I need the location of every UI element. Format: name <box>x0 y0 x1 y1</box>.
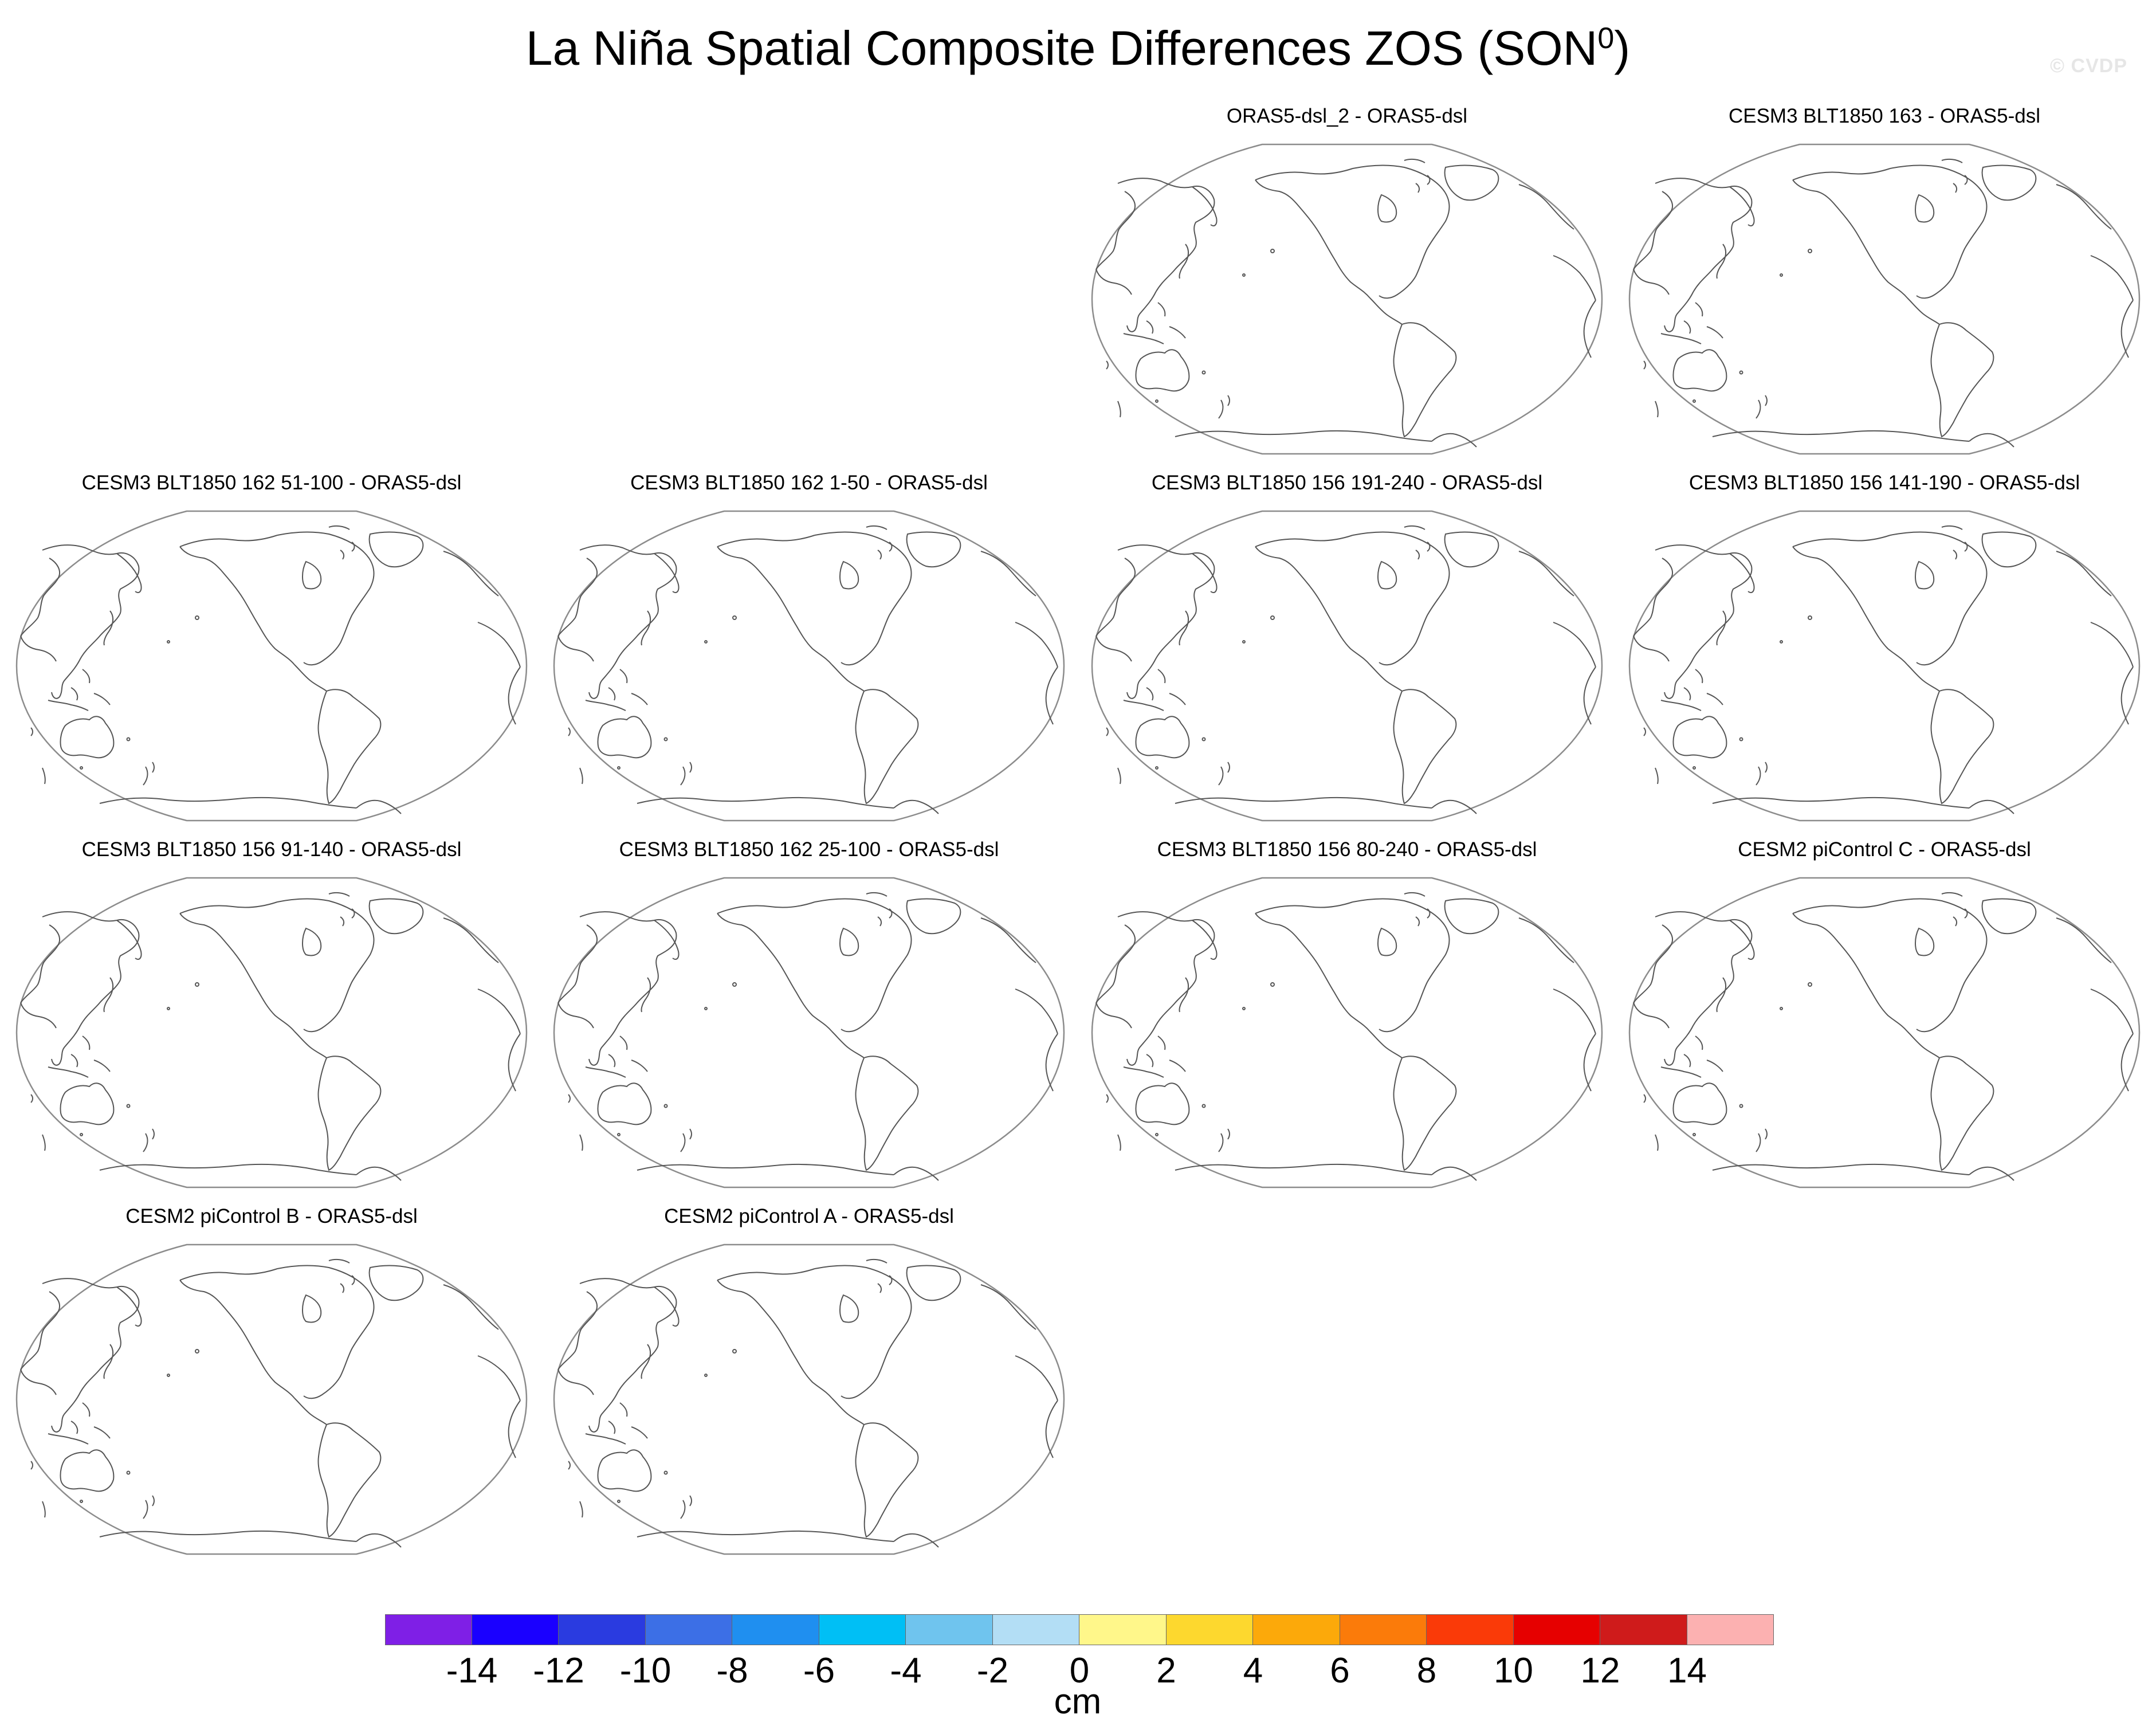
world-map <box>553 1243 1065 1555</box>
map-panel: CESM3 BLT1850 156 80-240 - ORAS5-dsl <box>1083 838 1611 1193</box>
panel-title: CESM2 piControl C - ORAS5-dsl <box>1738 838 2031 861</box>
colorbar-swatch <box>645 1614 732 1645</box>
panel-title: CESM3 BLT1850 156 91-140 - ORAS5-dsl <box>81 838 462 861</box>
map-panel: CESM3 BLT1850 156 141-190 - ORAS5-dsl <box>1621 471 2148 826</box>
world-map <box>1091 143 1603 455</box>
panel-title: CESM3 BLT1850 156 141-190 - ORAS5-dsl <box>1688 472 2080 494</box>
colorbar-tick-label: -2 <box>976 1651 1009 1690</box>
map-panel: CESM3 BLT1850 163 - ORAS5-dsl <box>1621 104 2148 460</box>
colorbar-tick-label: -8 <box>716 1651 748 1690</box>
world-map <box>1628 143 2141 455</box>
world-map <box>1628 510 2141 822</box>
figure-title: La Niña Spatial Composite Differences ZO… <box>525 21 1631 75</box>
cvdp-watermark: © CVDP <box>2050 55 2127 77</box>
panel-title: CESM3 BLT1850 156 191-240 - ORAS5-dsl <box>1151 472 1543 494</box>
world-map <box>15 1243 528 1555</box>
map-panel: CESM3 BLT1850 162 25-100 - ORAS5-dsl <box>545 838 1073 1193</box>
colorbar-swatch <box>1079 1614 1167 1645</box>
colorbar-tick-label: 0 <box>1069 1651 1090 1690</box>
panel-title: CESM3 BLT1850 162 1-50 - ORAS5-dsl <box>630 472 988 494</box>
world-map <box>15 877 528 1188</box>
colorbar-swatch <box>732 1614 819 1645</box>
map-panel: ORAS5-dsl_2 - ORAS5-dsl <box>1083 104 1611 460</box>
colorbar-swatch <box>1427 1614 1514 1645</box>
colorbar-swatch <box>906 1614 993 1645</box>
world-map <box>553 877 1065 1188</box>
colorbar-tick-label: 10 <box>1494 1651 1533 1690</box>
world-map <box>1091 877 1603 1188</box>
colorbar-swatch <box>1513 1614 1600 1645</box>
colorbar-tick-label: 8 <box>1416 1651 1437 1690</box>
colorbar <box>385 1614 1774 1645</box>
colorbar-swatch <box>472 1614 559 1645</box>
colorbar-tick-label: -10 <box>619 1651 671 1690</box>
map-panel: CESM3 BLT1850 156 91-140 - ORAS5-dsl <box>8 838 535 1193</box>
colorbar-swatch <box>385 1614 472 1645</box>
colorbar-tick-label: 14 <box>1667 1651 1707 1690</box>
panel-title: CESM2 piControl A - ORAS5-dsl <box>664 1205 954 1227</box>
panel-title: ORAS5-dsl_2 - ORAS5-dsl <box>1226 105 1468 127</box>
colorbar-tick-label: -4 <box>890 1651 922 1690</box>
colorbar-swatch <box>992 1614 1079 1645</box>
map-panel: CESM3 BLT1850 156 191-240 - ORAS5-dsl <box>1083 471 1611 826</box>
world-map <box>15 510 528 822</box>
world-map <box>1091 510 1603 822</box>
panel-title: CESM3 BLT1850 163 - ORAS5-dsl <box>1728 105 2041 127</box>
colorbar-swatch <box>1340 1614 1427 1645</box>
map-panel: CESM3 BLT1850 162 1-50 - ORAS5-dsl <box>545 471 1073 826</box>
colorbar-tick-label: -14 <box>446 1651 498 1690</box>
panel-title: CESM3 BLT1850 162 51-100 - ORAS5-dsl <box>81 472 462 494</box>
colorbar-tick-label: 6 <box>1330 1651 1350 1690</box>
map-panel: CESM2 piControl A - ORAS5-dsl <box>545 1205 1073 1560</box>
panel-title: CESM3 BLT1850 156 80-240 - ORAS5-dsl <box>1157 838 1537 861</box>
colorbar-swatch <box>559 1614 646 1645</box>
colorbar-tick-label: -6 <box>803 1651 835 1690</box>
colorbar-swatch <box>819 1614 906 1645</box>
colorbar-tick-label: -12 <box>533 1651 584 1690</box>
colorbar-tick-label: 2 <box>1156 1651 1176 1690</box>
map-panel: CESM3 BLT1850 162 51-100 - ORAS5-dsl <box>8 471 535 826</box>
colorbar-swatch <box>1687 1614 1774 1645</box>
map-panel: CESM2 piControl C - ORAS5-dsl <box>1621 838 2148 1193</box>
colorbar-swatch <box>1600 1614 1687 1645</box>
map-panel: CESM2 piControl B - ORAS5-dsl <box>8 1205 535 1560</box>
colorbar-swatch <box>1166 1614 1253 1645</box>
colorbar-units: cm <box>1054 1682 1102 1721</box>
colorbar-tick-label: 4 <box>1243 1651 1263 1690</box>
world-map <box>553 510 1065 822</box>
panel-title: CESM2 piControl B - ORAS5-dsl <box>125 1205 418 1227</box>
panel-title: CESM3 BLT1850 162 25-100 - ORAS5-dsl <box>619 838 999 861</box>
world-map <box>1628 877 2141 1188</box>
colorbar-swatch <box>1253 1614 1340 1645</box>
colorbar-tick-label: 12 <box>1580 1651 1620 1690</box>
